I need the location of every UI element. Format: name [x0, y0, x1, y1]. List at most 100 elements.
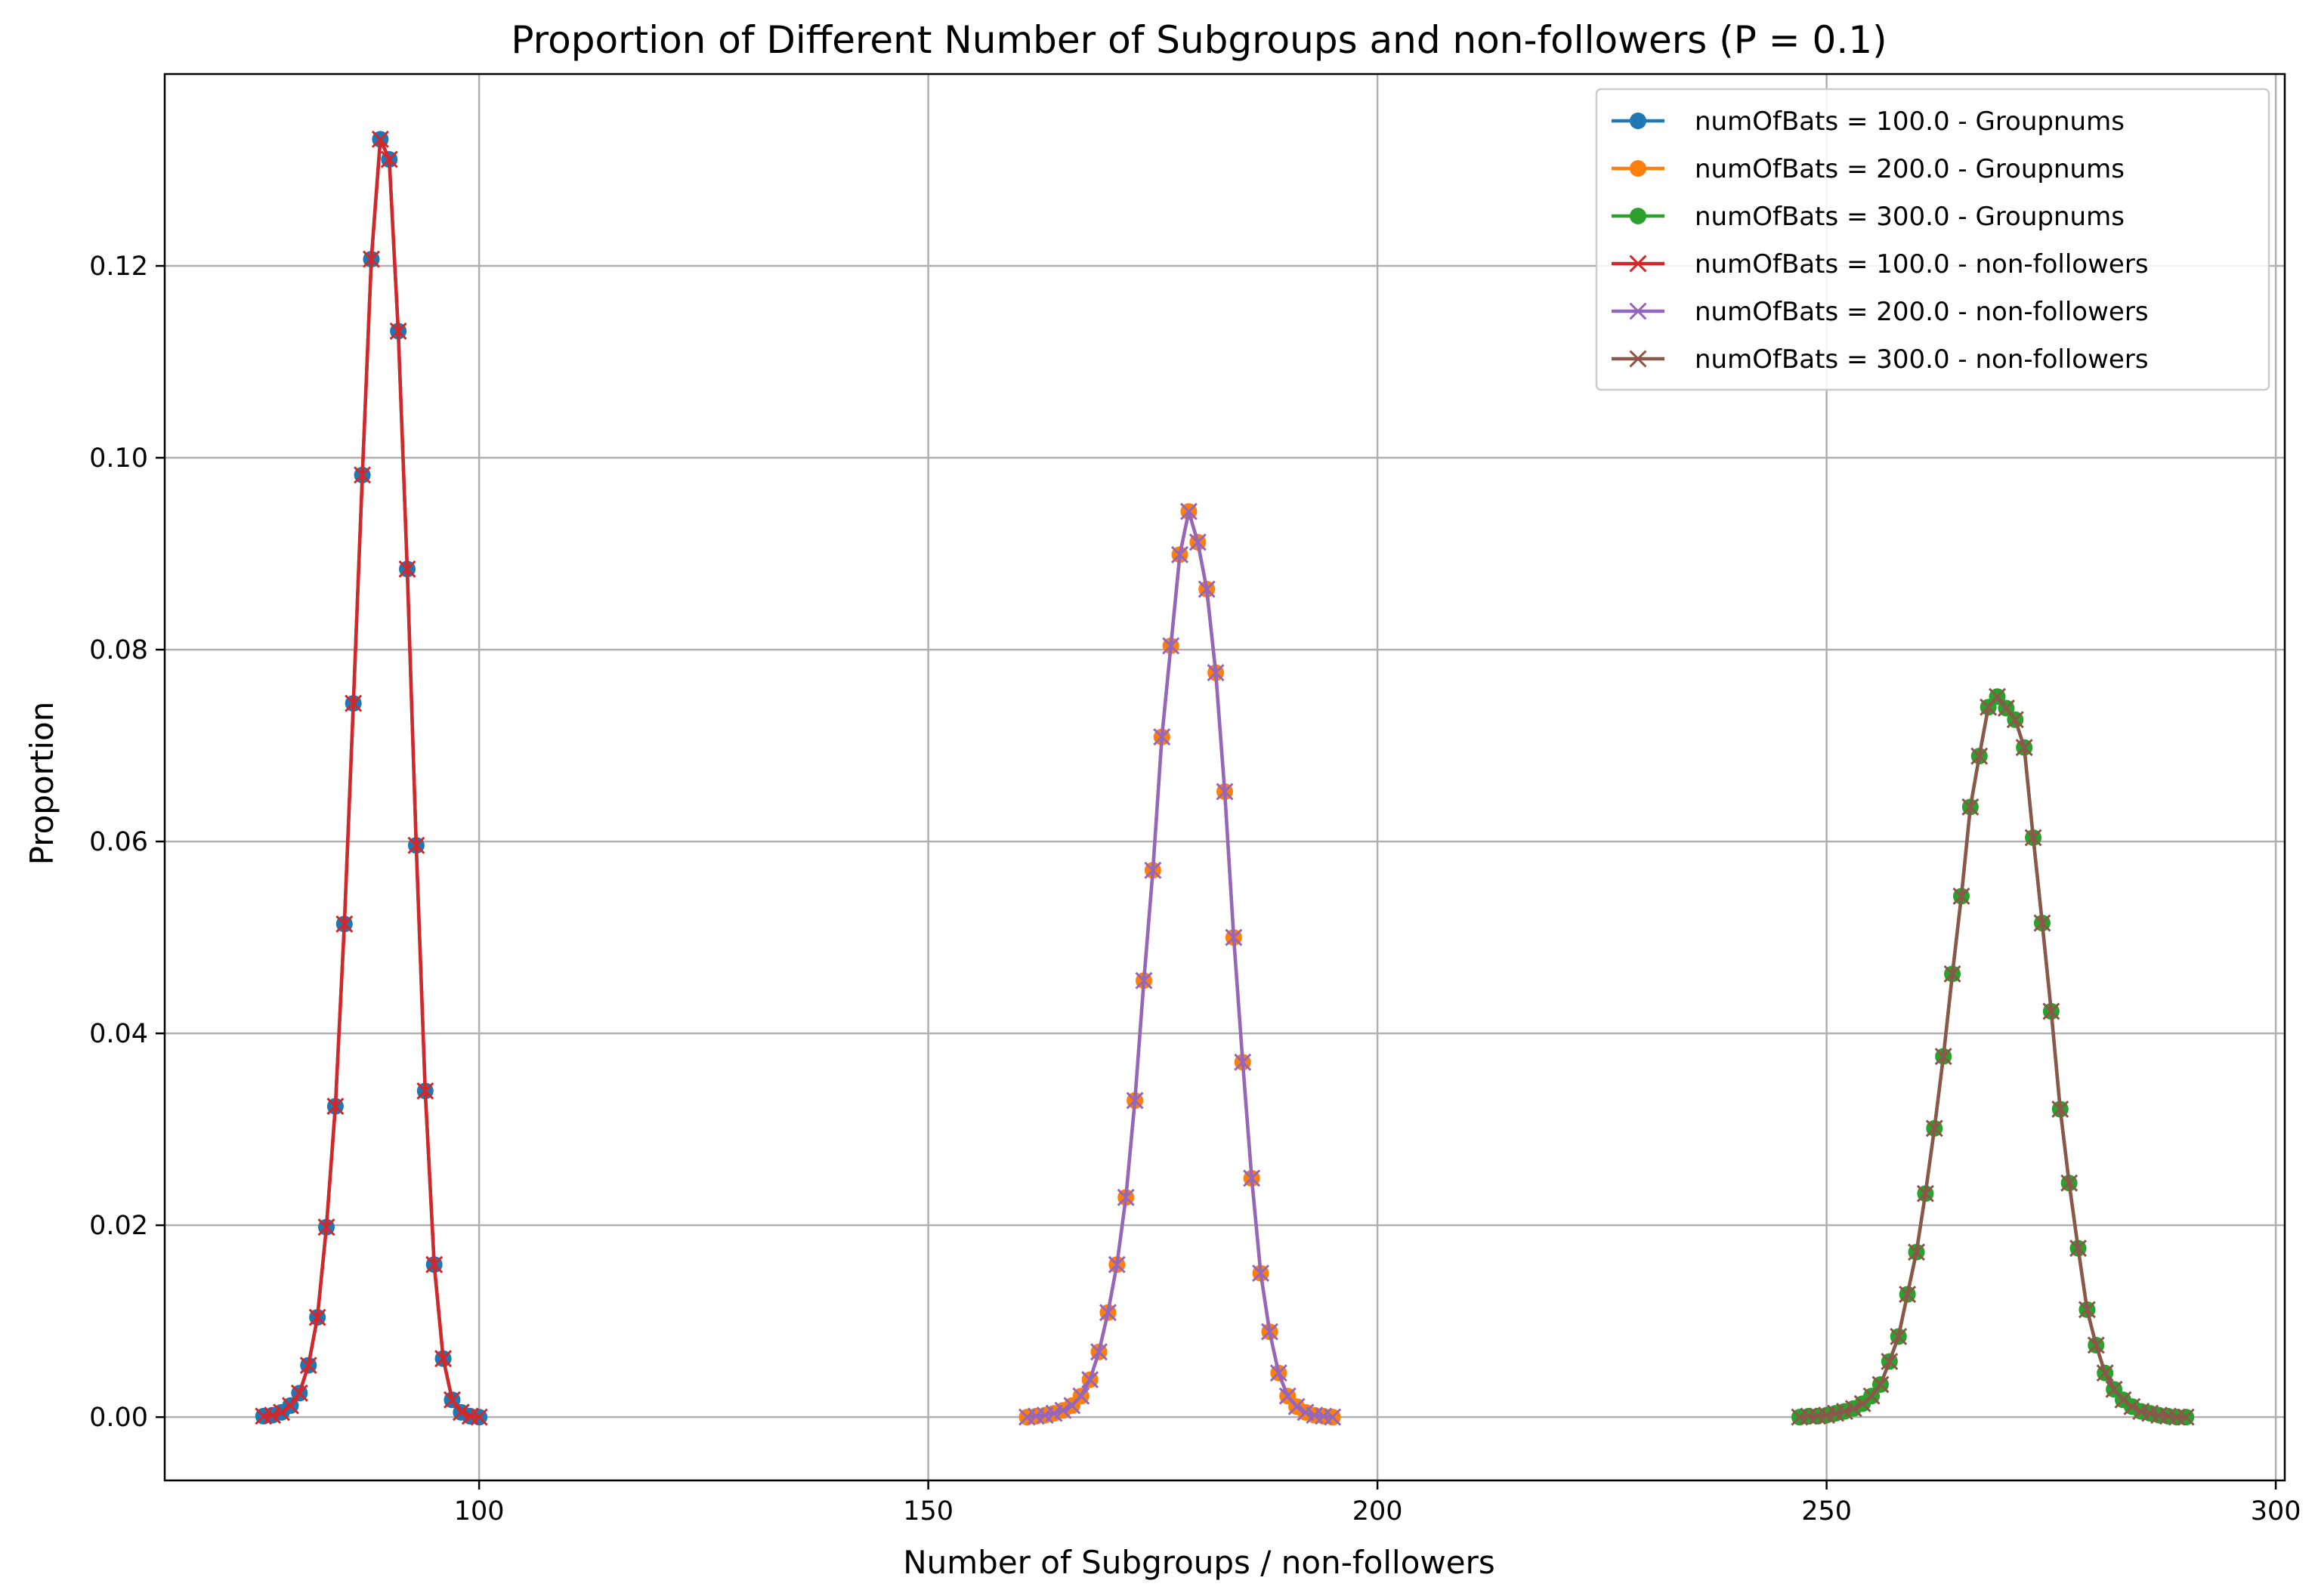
y-tick-label: 0.08	[89, 635, 148, 665]
data-point-x	[1252, 1264, 1270, 1283]
data-point-x	[281, 1397, 299, 1415]
x-tick-label: 100	[454, 1496, 505, 1527]
series-6	[1791, 687, 2195, 1426]
y-axis-label: Proportion	[23, 702, 60, 866]
data-point-x	[2177, 1408, 2195, 1426]
data-point-x	[470, 1408, 488, 1426]
data-point-x	[1188, 533, 1207, 551]
data-point-x	[1970, 747, 1989, 765]
data-point-x	[1844, 1400, 1862, 1418]
data-point-x	[2033, 914, 2051, 932]
data-point-x	[1090, 1343, 1108, 1361]
data-point-x	[1099, 1304, 1117, 1322]
plot-frame	[163, 73, 2286, 1482]
data-point-x	[1135, 971, 1153, 989]
data-point-x	[326, 1097, 345, 1116]
data-point-circle	[1630, 113, 1646, 129]
data-point-x	[2069, 1239, 2088, 1258]
data-point-x	[1916, 1184, 1934, 1202]
data-point-x	[425, 1255, 444, 1273]
data-point-x	[1171, 545, 1189, 563]
data-point-x	[1234, 1053, 1252, 1071]
y-tick-label: 0.06	[89, 827, 148, 857]
data-point-x	[443, 1391, 461, 1409]
data-point-x	[389, 322, 407, 340]
data-point-x	[1997, 699, 2015, 718]
data-point-x	[1629, 255, 1647, 273]
data-point-x	[335, 915, 354, 933]
data-point-x	[1207, 664, 1225, 682]
data-point-x	[2006, 711, 2024, 729]
data-point-x	[1054, 1401, 1072, 1419]
data-point-x	[1961, 798, 1980, 816]
x-axis-label: Number of Subgroups / non-followers	[903, 1544, 1495, 1581]
data-point-x	[398, 560, 416, 578]
x-axis-ticks: 100 150 200 250 300	[454, 1480, 2301, 1527]
data-point-x	[345, 694, 363, 712]
data-point-x	[362, 250, 380, 268]
data-point-x	[317, 1218, 335, 1236]
data-point-x	[1153, 728, 1171, 746]
data-point-x	[1952, 887, 1970, 906]
data-point-x	[1216, 783, 1234, 801]
data-point-x	[2114, 1391, 2132, 1409]
x-tick-label: 150	[903, 1496, 953, 1527]
legend-item: numOfBats = 200.0 - Groupnums	[1612, 154, 2125, 184]
plot-series	[255, 130, 2195, 1426]
y-tick-label: 0.00	[89, 1403, 148, 1433]
data-point-x	[2096, 1364, 2114, 1382]
data-point-x	[1943, 965, 1961, 983]
data-point-x	[1269, 1364, 1287, 1382]
data-point-x	[354, 466, 372, 484]
legend-item: numOfBats = 100.0 - Groupnums	[1612, 107, 2125, 137]
data-point-x	[1144, 861, 1162, 879]
legend-label: numOfBats = 100.0 - non-followers	[1695, 249, 2149, 279]
data-point-x	[2078, 1301, 2096, 1319]
legend-item: numOfBats = 200.0 - non-followers	[1612, 297, 2149, 327]
data-point-x	[2051, 1100, 2069, 1118]
legend-label: numOfBats = 200.0 - Groupnums	[1695, 154, 2125, 184]
data-point-x	[1081, 1371, 1099, 1389]
legend-label: numOfBats = 200.0 - non-followers	[1695, 297, 2149, 327]
x-tick-label: 300	[2251, 1496, 2301, 1527]
legend-item: numOfBats = 300.0 - Groupnums	[1612, 202, 2125, 232]
y-tick-label: 0.04	[89, 1019, 148, 1049]
legend-box	[1595, 88, 2270, 391]
data-point-x	[2042, 1002, 2060, 1020]
gridlines	[165, 74, 2285, 1480]
data-point-x	[1324, 1408, 1342, 1426]
legend-item: numOfBats = 100.0 - non-followers	[1612, 249, 2149, 279]
data-point-x	[416, 1082, 434, 1100]
y-axis-ticks: 0.00 0.02 0.04 0.06 0.08 0.10 0.12	[89, 252, 165, 1433]
x-tick-label: 200	[1352, 1496, 1403, 1527]
data-point-x	[299, 1357, 317, 1375]
data-point-x	[407, 836, 425, 854]
legend-item: numOfBats = 300.0 - non-followers	[1612, 344, 2149, 375]
data-point-x	[1890, 1327, 1908, 1345]
data-point-x	[452, 1403, 470, 1422]
data-point-x	[1934, 1048, 1952, 1066]
data-point-x	[1198, 580, 1216, 598]
data-point-x	[2015, 739, 2033, 757]
data-point-x	[2087, 1336, 2105, 1354]
data-point-x	[2060, 1174, 2078, 1192]
data-point-x	[1243, 1169, 1261, 1187]
data-point-x	[1629, 302, 1647, 320]
data-point-x	[1899, 1286, 1917, 1304]
y-tick-label: 0.12	[89, 252, 148, 282]
series-4	[255, 130, 488, 1426]
data-point-x	[1871, 1375, 1890, 1394]
data-point-x	[1881, 1352, 1899, 1371]
data-point-x	[2123, 1397, 2141, 1415]
data-point-x	[290, 1384, 308, 1402]
data-point-circle	[1630, 160, 1646, 177]
data-point-x	[1908, 1243, 1926, 1261]
y-tick-label: 0.02	[89, 1211, 148, 1241]
legend-label: numOfBats = 100.0 - Groupnums	[1695, 107, 2125, 137]
legend-label: numOfBats = 300.0 - Groupnums	[1695, 202, 2125, 232]
y-tick-label: 0.10	[89, 443, 148, 474]
data-point-x	[1629, 350, 1647, 368]
data-point-x	[1162, 637, 1180, 655]
data-point-x	[1126, 1091, 1144, 1110]
